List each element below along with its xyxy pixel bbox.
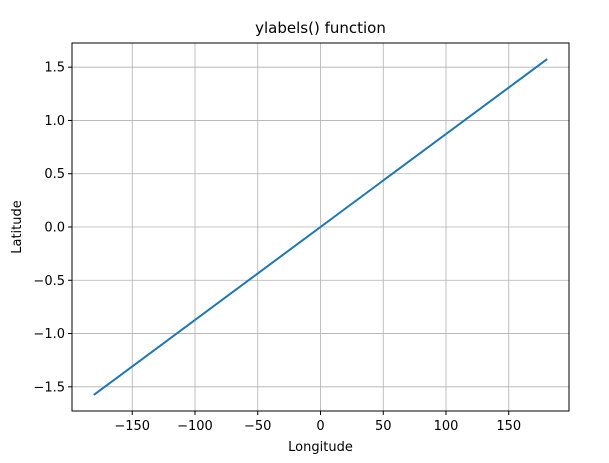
- y-tick-label: −0.5: [33, 274, 65, 289]
- y-tick-label: 1.0: [44, 114, 65, 129]
- x-tick-label: −50: [244, 419, 271, 434]
- x-axis-label: Longitude: [288, 440, 353, 455]
- y-tick-label: 0.5: [44, 167, 65, 182]
- x-tick-label: −100: [177, 419, 213, 434]
- x-tick-label: 50: [375, 419, 392, 434]
- y-tick-label: 0.0: [44, 221, 65, 236]
- x-tick-label: 150: [496, 419, 521, 434]
- series-layer: [93, 58, 548, 396]
- y-tick-label: −1.0: [33, 327, 65, 342]
- x-tick-label: −150: [114, 419, 150, 434]
- y-tick-label: −1.5: [33, 380, 65, 395]
- y-axis-label: Latitude: [10, 200, 25, 254]
- x-tick-label: 0: [316, 419, 324, 434]
- chart-title: ylabels() function: [255, 19, 386, 37]
- series-line: [93, 58, 548, 396]
- y-tick-label: 1.5: [44, 61, 65, 76]
- x-axis-ticks: −150 −100 −50 0 50 100 150: [114, 411, 521, 434]
- y-axis-ticks: −1.5 −1.0 −0.5 0.0 0.5 1.0 1.5: [33, 61, 72, 395]
- x-tick-label: 100: [434, 419, 459, 434]
